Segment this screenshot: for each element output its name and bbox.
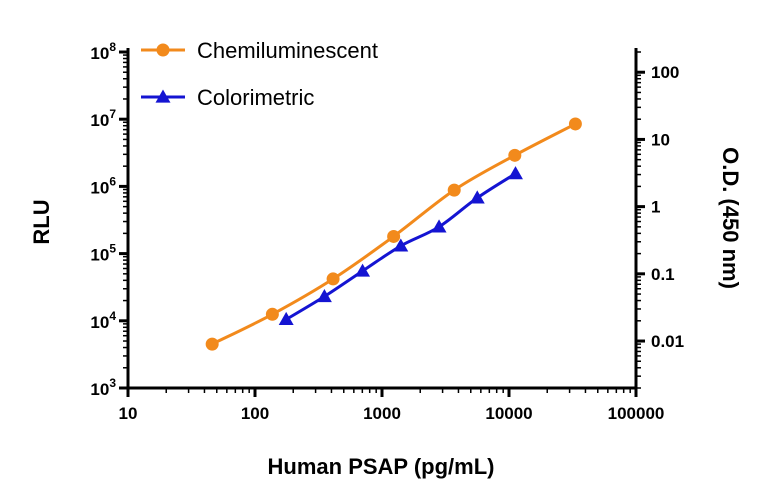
data-point-chemiluminescent — [508, 148, 522, 162]
x-tick-label: 1000 — [363, 404, 401, 423]
data-point-chemiluminescent — [568, 117, 582, 131]
data-point-chemiluminescent — [326, 272, 340, 286]
x-tick-label: 100 — [241, 404, 269, 423]
y-right-tick-label: 0.01 — [651, 332, 684, 351]
data-point-colorimetric — [316, 289, 332, 303]
x-tick-label: 100000 — [608, 404, 665, 423]
data-point-chemiluminescent — [265, 307, 279, 321]
y-right-tick-label: 1 — [651, 198, 660, 217]
data-point-chemiluminescent — [387, 229, 401, 243]
series-chemiluminescent — [205, 117, 582, 351]
series-layer — [205, 117, 582, 351]
x-tick-label: 10000 — [485, 404, 532, 423]
legend-marker-chemiluminescent — [156, 43, 170, 57]
y-left-tick-label: 103 — [90, 376, 116, 399]
y-left-tick-label: 107 — [90, 107, 116, 130]
legend: Chemiluminescent Colorimetric — [141, 38, 378, 110]
y-left-tick-label: 108 — [90, 40, 116, 63]
data-point-colorimetric — [469, 190, 485, 204]
y-right-tick-label: 10 — [651, 130, 670, 149]
x-tick-label: 10 — [119, 404, 138, 423]
y-right-tick-label: 0.1 — [651, 265, 675, 284]
y-right-tick-label: 100 — [651, 63, 679, 82]
data-point-colorimetric — [508, 166, 523, 180]
legend-label-colorimetric: Colorimetric — [197, 85, 314, 110]
data-point-colorimetric — [278, 311, 294, 325]
y-left-tick-label: 104 — [90, 309, 116, 332]
data-point-colorimetric — [393, 238, 409, 252]
series-colorimetric — [278, 166, 523, 325]
legend-label-chemiluminescent: Chemiluminescent — [197, 38, 378, 63]
data-point-colorimetric — [355, 263, 371, 277]
data-point-colorimetric — [431, 219, 447, 233]
y-axis-title-right: O.D. (450 nm) — [718, 147, 743, 289]
x-axis-title: Human PSAP (pg/mL) — [268, 454, 495, 479]
data-point-chemiluminescent — [447, 183, 461, 197]
data-point-chemiluminescent — [205, 337, 219, 351]
ticks: 10 100 1000 10000 100000 103 104 105 106 107 108 0.… — [90, 40, 684, 423]
y-axis-title-left: RLU — [29, 199, 54, 244]
y-left-tick-label: 106 — [90, 174, 116, 197]
y-left-tick-label: 105 — [90, 242, 116, 265]
legend-marker-colorimetric — [155, 89, 171, 103]
